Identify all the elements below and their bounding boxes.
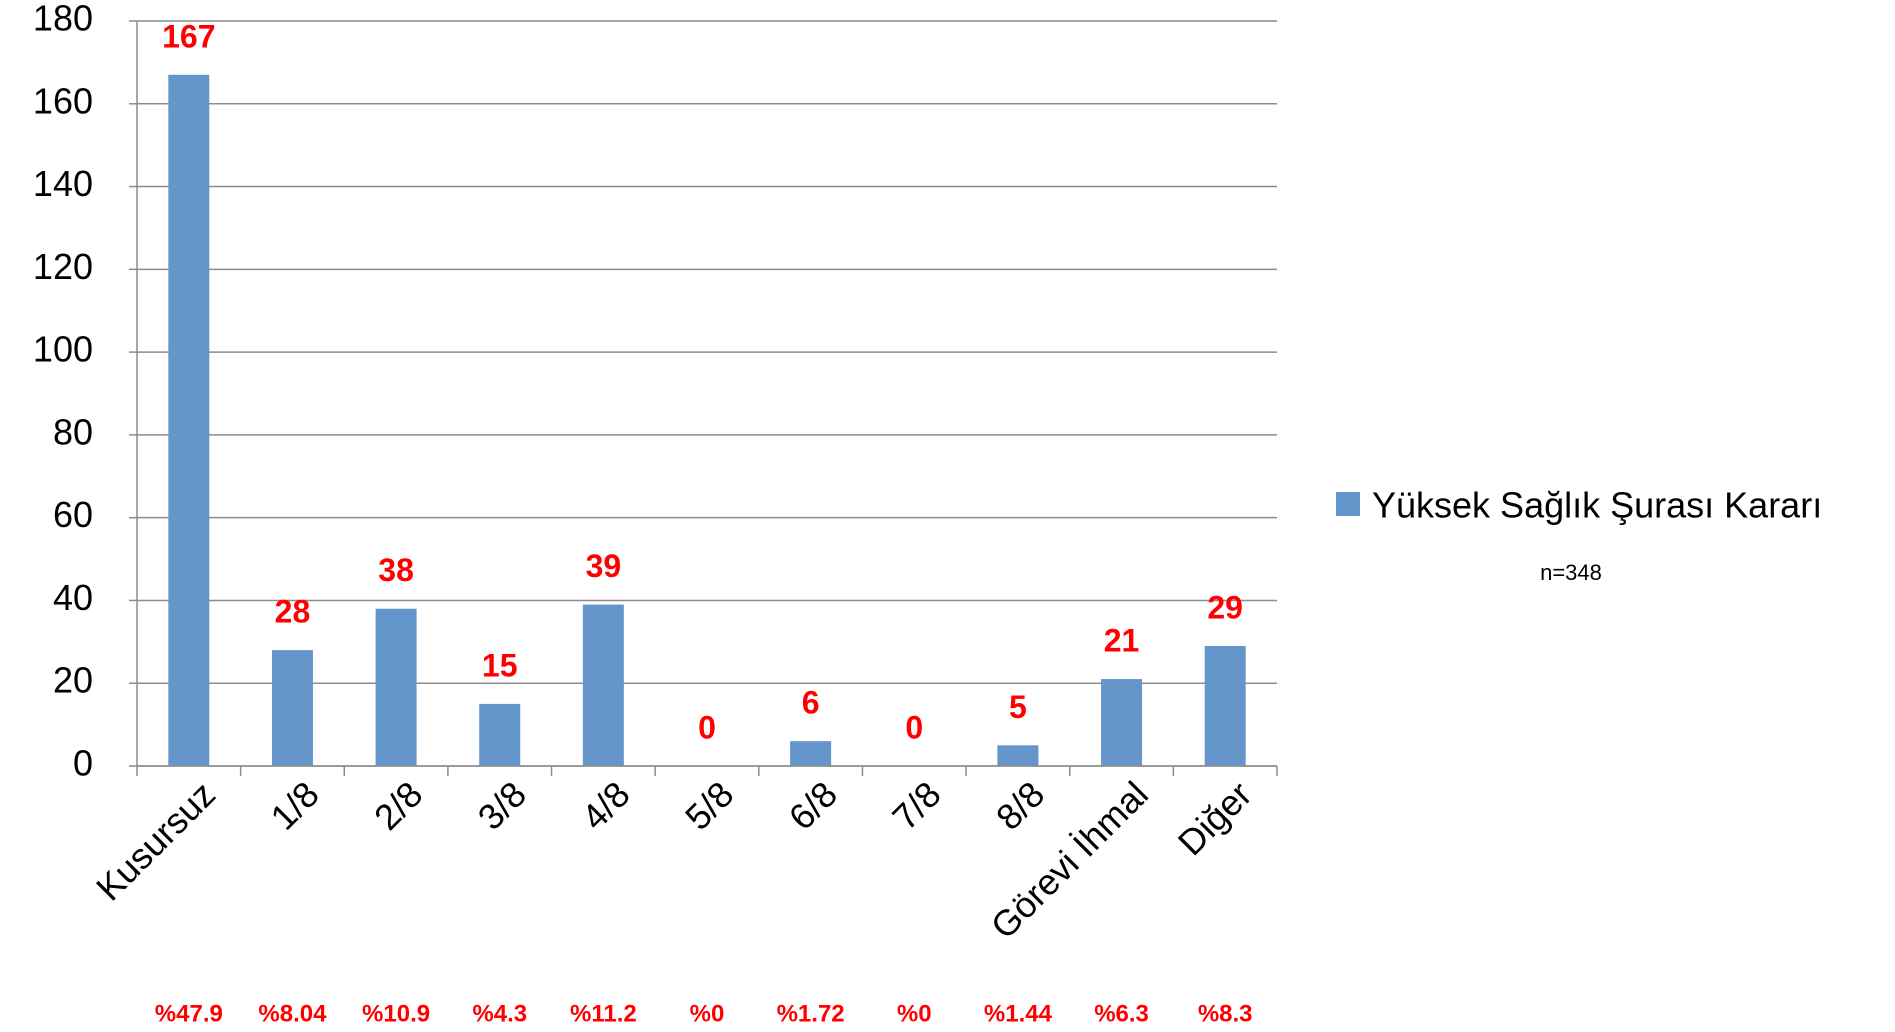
data-label: 21	[1104, 623, 1140, 659]
y-tick-label: 120	[33, 246, 93, 287]
x-tick-label: 3/8	[470, 773, 534, 837]
data-label: 167	[162, 18, 215, 54]
data-label: 39	[586, 548, 622, 584]
data-label: 5	[1009, 689, 1027, 725]
x-tick-label: 4/8	[573, 773, 637, 837]
x-tick-label: 5/8	[677, 773, 741, 837]
bar	[1204, 645, 1246, 766]
y-tick-label: 60	[53, 494, 93, 535]
percent-label: %0	[897, 1000, 932, 1027]
bar	[375, 608, 417, 766]
bar	[997, 745, 1039, 766]
y-tick-label: 0	[73, 743, 93, 784]
data-label: 0	[698, 709, 716, 745]
percent-label: %10.9	[362, 1000, 430, 1027]
bar	[790, 741, 832, 766]
data-label: 29	[1207, 589, 1243, 625]
x-tick-label: 1/8	[262, 773, 326, 837]
y-tick-label: 140	[33, 163, 93, 204]
percent-label: %8.04	[258, 1000, 327, 1027]
bar	[168, 74, 210, 767]
y-tick-label: 80	[53, 411, 93, 452]
bar	[582, 604, 624, 766]
y-tick-label: 160	[33, 80, 93, 121]
legend-label: Yüksek Sağlık Şurası Kararı	[1372, 485, 1822, 526]
x-tick-label: 7/8	[884, 773, 948, 837]
annotation: n=348	[1540, 560, 1602, 585]
data-label: 28	[275, 594, 311, 630]
x-tick-label: 8/8	[988, 773, 1052, 837]
data-label: 6	[802, 685, 820, 721]
percent-label: %47.9	[155, 1000, 223, 1027]
x-tick-label: Diğer	[1170, 773, 1260, 863]
percent-label: %11.2	[570, 1000, 637, 1027]
percent-label: %4.3	[472, 1000, 527, 1027]
data-label: 38	[378, 552, 414, 588]
percent-label: %6.3	[1094, 1000, 1149, 1027]
percent-label: %0	[690, 1000, 725, 1027]
bar	[479, 703, 521, 766]
data-label: 15	[482, 647, 518, 683]
x-tick-label: Kusursuz	[88, 773, 223, 908]
percent-label: %1.72	[777, 1000, 845, 1027]
y-tick-label: 180	[33, 0, 93, 39]
bar	[271, 650, 313, 766]
y-tick-label: 20	[53, 660, 93, 701]
data-label: 0	[905, 709, 923, 745]
percent-label: %1.44	[984, 1000, 1053, 1027]
bar	[1101, 679, 1143, 766]
y-tick-label: 100	[33, 329, 93, 370]
x-tick-label: 2/8	[366, 773, 430, 837]
y-tick-label: 40	[53, 577, 93, 618]
x-tick-label: 6/8	[781, 773, 845, 837]
legend-swatch	[1336, 492, 1360, 516]
percent-label: %8.3	[1198, 1000, 1253, 1027]
